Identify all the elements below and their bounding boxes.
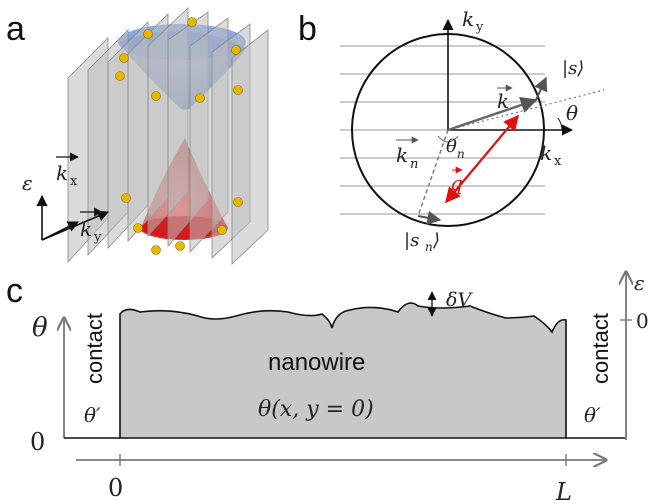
panel-a-letter: a (6, 10, 25, 48)
ky-axis-sub: y (93, 230, 102, 245)
k-vector (448, 100, 536, 130)
panel-a: a (6, 8, 268, 264)
theta-n-sub: n (457, 147, 465, 161)
spin-sn-label: |s (404, 230, 419, 251)
nanowire-label: nanowire (268, 349, 365, 376)
ky-label: k (462, 7, 474, 31)
theta-prime-right: θ′ (584, 403, 601, 427)
kx-axis-sub: x (70, 174, 78, 189)
panel-c: c δV θ 0 θ′ θ′ contact contact nanowire … (6, 271, 649, 504)
theta-axis-label: θ (32, 313, 48, 343)
ky-sub: y (475, 20, 484, 35)
spin-s-arrow (536, 78, 546, 100)
spin-sn-sub: n (425, 240, 433, 254)
length-label: L (555, 478, 572, 504)
energy-axis-label: ε (22, 171, 33, 195)
theta-arc (558, 118, 562, 130)
epsilon-right-label: ε (634, 271, 645, 295)
q-vec-label: q (450, 171, 463, 195)
k-direction-dotted (448, 90, 604, 130)
panel-c-letter: c (6, 272, 23, 310)
contact-right-label: contact (588, 313, 613, 384)
theta-prime-left: θ′ (84, 403, 101, 427)
theta-label: θ (566, 101, 578, 125)
spin-sn-arrow (418, 216, 440, 220)
spin-sn-close: ⟩ (432, 230, 440, 251)
kn-dashed (418, 130, 448, 216)
theta-function-label: θ(x, y = 0) (258, 397, 374, 422)
kn-vec-sub: n (410, 157, 418, 172)
kx-axis-label: k (56, 161, 68, 185)
panel-b-letter: b (298, 10, 317, 48)
x-zero-label: 0 (108, 474, 123, 502)
panel-b: b k y k x k k n (298, 7, 604, 254)
zero-right-label: 0 (636, 309, 649, 333)
k-vec-label: k (497, 89, 509, 113)
ky-axis-label: k (80, 217, 92, 241)
kx-sub: x (554, 154, 562, 169)
theta-n-label: θ (446, 136, 457, 157)
kn-vec-label: k (396, 143, 408, 167)
kx-label: k (540, 141, 552, 165)
zero-left-label: 0 (30, 428, 45, 456)
delta-v-label: δV (446, 289, 473, 311)
contact-left-label: contact (82, 313, 107, 384)
spin-s-label: |s⟩ (562, 58, 584, 79)
